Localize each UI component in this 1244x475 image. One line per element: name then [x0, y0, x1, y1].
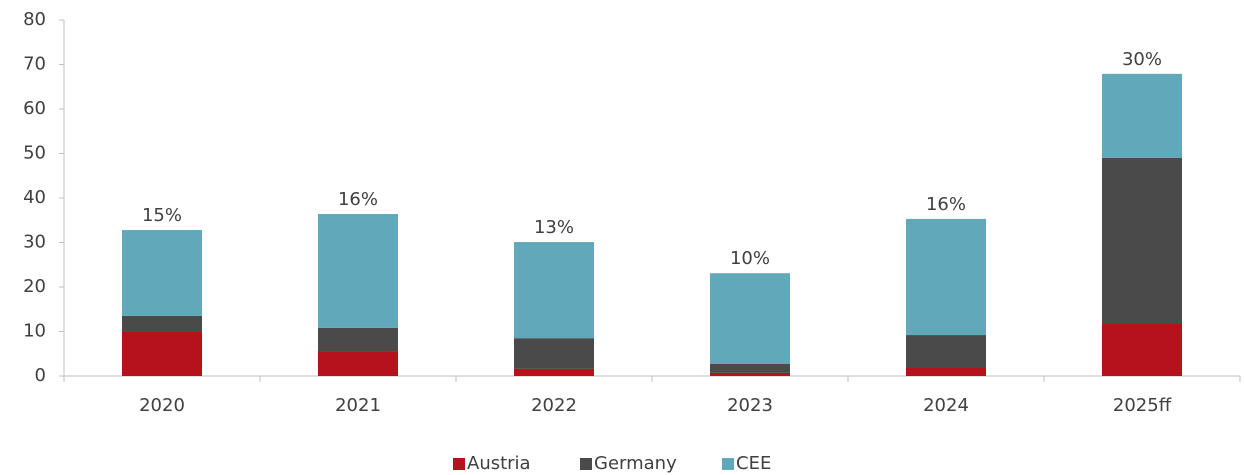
- legend-swatch: [453, 458, 465, 470]
- bar-segment: [1102, 157, 1182, 324]
- y-tick-label: 70: [23, 54, 46, 75]
- legend-label: Germany: [594, 453, 677, 474]
- bar-segment: [514, 368, 594, 376]
- bar-segment: [710, 273, 790, 364]
- legend-swatch: [722, 458, 734, 470]
- y-tick-label: 50: [23, 143, 46, 164]
- bar-segment: [122, 315, 202, 332]
- bar-annotation: 16%: [926, 194, 966, 215]
- bar-segment: [318, 214, 398, 328]
- bar-annotation: 16%: [338, 189, 378, 210]
- bar-annotation: 13%: [534, 217, 574, 238]
- legend-label: CEE: [736, 453, 771, 474]
- bar-segment: [122, 230, 202, 316]
- bar-annotation: 15%: [142, 205, 182, 226]
- bar-segment: [318, 351, 398, 376]
- bar-segment: [710, 372, 790, 376]
- x-tick-label: 2023: [727, 395, 773, 416]
- bar-annotation: 30%: [1122, 49, 1162, 70]
- y-tick-label: 60: [23, 98, 46, 119]
- x-tick-label: 2020: [139, 395, 185, 416]
- bar-segment: [1102, 73, 1182, 158]
- y-tick-label: 0: [35, 365, 46, 386]
- bar-segment: [710, 363, 790, 373]
- bar-segment: [122, 331, 202, 376]
- bar-annotation: 10%: [730, 248, 770, 269]
- bar-segment: [514, 242, 594, 339]
- x-tick-label: 2025ff: [1113, 395, 1172, 416]
- bar-segment: [514, 338, 594, 369]
- x-tick-label: 2022: [531, 395, 577, 416]
- legend-label: Austria: [467, 453, 531, 474]
- x-tick-label: 2021: [335, 395, 381, 416]
- y-tick-label: 80: [23, 9, 46, 30]
- x-tick-label: 2024: [923, 395, 969, 416]
- bar-segment: [906, 218, 986, 336]
- bar-segment: [906, 367, 986, 376]
- y-tick-label: 30: [23, 232, 46, 253]
- bar-segment: [906, 335, 986, 368]
- y-tick-label: 10: [23, 321, 46, 342]
- bar-segment: [318, 327, 398, 352]
- y-tick-label: 20: [23, 276, 46, 297]
- y-tick-label: 40: [23, 187, 46, 208]
- legend-swatch: [580, 458, 592, 470]
- bar-segment: [1102, 323, 1182, 376]
